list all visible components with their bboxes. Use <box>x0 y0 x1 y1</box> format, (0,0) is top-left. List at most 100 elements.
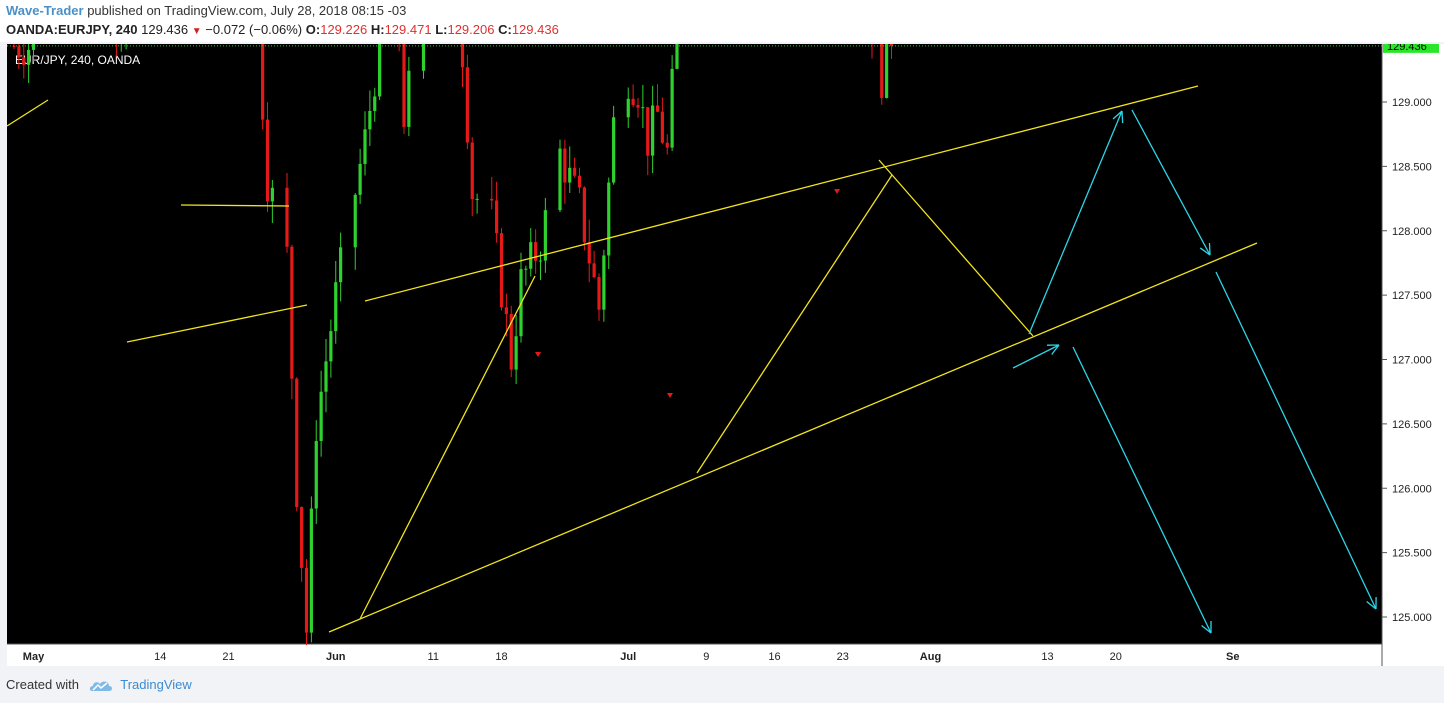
y-tick-label: 128.500 <box>1392 161 1432 173</box>
candle-body <box>646 107 650 156</box>
impulse-line <box>696 174 893 474</box>
candle-body <box>368 110 372 130</box>
candlestick-chart[interactable]: EUR/JPY, 240, OANDA 133.256129.436 125.0… <box>6 0 1444 666</box>
candle-body <box>543 210 547 261</box>
candle-body <box>27 49 31 65</box>
author-link[interactable]: Wave-Trader <box>6 3 84 18</box>
candle-body <box>499 233 504 308</box>
published-text: published on TradingView.com, July 28, 2… <box>87 3 407 18</box>
close-label: C: <box>498 22 512 37</box>
bullish-arrow-head <box>1112 110 1123 120</box>
signal-marker-icon <box>834 189 840 194</box>
y-tick-label: 129.000 <box>1392 97 1432 109</box>
channel-lower-line <box>328 242 1258 633</box>
candle-body <box>665 142 669 148</box>
time-axis[interactable] <box>7 644 1444 666</box>
x-tick-label: 9 <box>703 651 709 663</box>
y-tick-label: 126.000 <box>1392 483 1432 495</box>
open-label: O: <box>305 22 321 37</box>
bearish-arrow-head <box>1201 625 1212 634</box>
symbol-label: OANDA:EURJPY, 240 <box>6 22 138 37</box>
candle-body <box>524 268 528 270</box>
candle-body <box>636 105 640 108</box>
candle-body <box>314 440 318 509</box>
candle-body <box>587 242 591 264</box>
candle-body <box>295 378 299 508</box>
price-axis[interactable] <box>1382 44 1444 666</box>
candle-body <box>261 19 265 120</box>
candle-body <box>17 46 21 58</box>
candle-body <box>538 260 543 262</box>
created-with-label: Created with <box>6 677 79 692</box>
candle-body <box>641 107 645 109</box>
bullish-arrow-head <box>1051 344 1060 355</box>
candle-body <box>309 508 313 633</box>
signal-marker-icon <box>667 393 673 398</box>
bullish-arrow <box>1028 110 1123 335</box>
x-tick-label: 16 <box>768 651 780 663</box>
x-tick-label: Jul <box>620 651 636 663</box>
publish-line: Wave-Trader published on TradingView.com… <box>6 3 406 18</box>
candle-body <box>885 38 889 98</box>
chart-area[interactable]: EUR/JPY, 240, OANDA 133.256129.436 125.0… <box>6 0 1444 666</box>
candle-body <box>592 263 596 278</box>
candle-body <box>490 198 494 201</box>
y-tick-label: 129.500 <box>1392 44 1432 45</box>
candle-body <box>319 391 323 441</box>
x-tick-label: Jun <box>326 651 346 663</box>
high-label: H: <box>370 22 385 37</box>
candle-body <box>329 331 333 362</box>
candle-body <box>577 175 582 188</box>
x-axis-ticks: May 14 21 Jun 11 18 Jul 9 16 23 Aug 13 20 Se <box>23 651 1240 663</box>
candle-body <box>597 277 601 310</box>
candle-body <box>573 167 577 176</box>
candle-body <box>504 307 508 315</box>
candle-body <box>626 98 630 118</box>
price-change: −0.072 (−0.06%) <box>205 22 303 37</box>
last-price: 129.436 <box>141 22 189 37</box>
bullish-arrow-head <box>1121 110 1124 124</box>
y-tick-label: 125.000 <box>1392 612 1432 624</box>
candle-body <box>675 16 679 69</box>
x-tick-label: 18 <box>495 651 507 663</box>
candle-body <box>655 105 660 112</box>
publish-header: Wave-Trader published on TradingView.com… <box>0 0 1444 42</box>
candle-body <box>558 148 562 211</box>
candle-body <box>529 242 533 269</box>
bearish-arrow-head <box>1366 600 1377 610</box>
signal-marker-icon <box>535 352 541 357</box>
x-tick-label: 23 <box>837 651 849 663</box>
candle-body <box>339 247 343 283</box>
candle-body <box>334 282 338 332</box>
x-tick-label: 13 <box>1041 651 1053 663</box>
y-tick-label: 127.500 <box>1392 290 1432 302</box>
candle-body <box>651 105 655 156</box>
bullish-arrow <box>1012 344 1060 369</box>
y-tick-label: 126.500 <box>1392 419 1432 431</box>
plot-background <box>7 44 1382 644</box>
triangle-bottom-line <box>126 304 308 343</box>
candle-body <box>670 68 674 148</box>
candle-body <box>602 255 606 310</box>
drawings-layer: 133.256129.436 <box>6 38 1439 634</box>
open-value: 129.226 <box>320 22 368 37</box>
candle-body <box>465 67 469 143</box>
x-tick-label: Se <box>1226 651 1239 663</box>
candle-body <box>270 187 274 202</box>
x-tick-label: May <box>23 651 45 663</box>
current-price-label: 129.436 <box>1387 44 1427 53</box>
candle-body <box>475 198 479 200</box>
x-tick-label: 20 <box>1110 651 1122 663</box>
impulse-line <box>359 275 536 620</box>
candle-body <box>300 507 304 568</box>
correction-line <box>878 159 1034 337</box>
y-tick-label: 128.000 <box>1392 226 1432 238</box>
candle-body <box>353 194 357 248</box>
bearish-arrow-head <box>1199 247 1211 256</box>
tradingview-link[interactable]: TradingView <box>120 677 192 692</box>
candle-body <box>568 167 572 183</box>
candle-body <box>373 96 377 111</box>
ohlc-line: OANDA:EURJPY, 240 129.436 ▼ −0.072 (−0.0… <box>6 22 559 37</box>
candle-body <box>407 70 411 127</box>
close-value: 129.436 <box>511 22 559 37</box>
